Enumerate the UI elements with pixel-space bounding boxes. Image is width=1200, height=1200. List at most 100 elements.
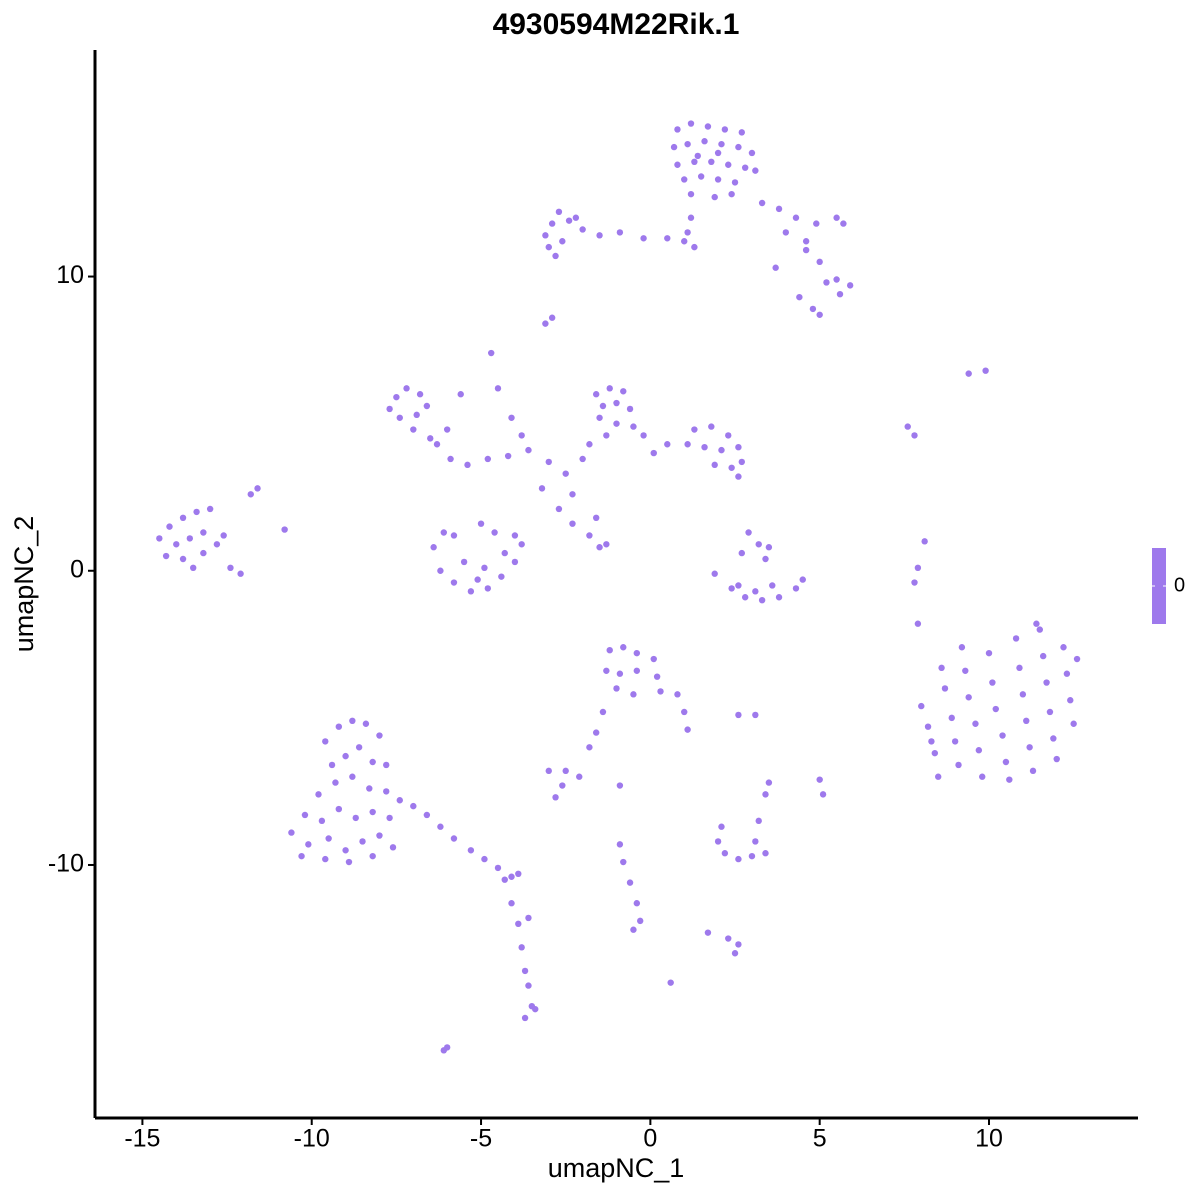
point — [718, 823, 725, 830]
point — [515, 920, 522, 928]
point — [792, 585, 800, 592]
point — [464, 461, 471, 469]
point — [592, 729, 600, 736]
point — [816, 311, 823, 318]
point — [640, 235, 647, 242]
point — [948, 714, 955, 722]
point — [758, 596, 766, 604]
point — [992, 705, 999, 713]
point — [711, 193, 718, 201]
point — [630, 423, 637, 430]
point — [596, 414, 603, 421]
point — [1006, 776, 1013, 783]
point — [288, 829, 295, 836]
point — [342, 847, 349, 854]
point — [396, 414, 403, 421]
point — [552, 794, 559, 801]
point — [586, 532, 593, 539]
point — [809, 305, 817, 313]
x-tick-label: -10 — [294, 1125, 330, 1153]
point — [545, 458, 552, 466]
point — [1053, 755, 1060, 763]
point — [725, 935, 732, 942]
point — [349, 773, 356, 780]
point — [681, 238, 688, 245]
point — [318, 817, 326, 825]
point — [413, 411, 420, 419]
point — [606, 646, 613, 654]
point — [640, 432, 647, 439]
point — [725, 432, 732, 439]
point — [633, 900, 641, 907]
colorbar-label: 0 — [1174, 574, 1185, 596]
point — [494, 864, 502, 872]
point — [728, 190, 735, 198]
point — [711, 570, 718, 577]
x-tick-label: 5 — [813, 1125, 827, 1153]
point — [762, 791, 769, 798]
point — [555, 208, 563, 216]
point — [816, 258, 823, 266]
point — [714, 838, 722, 845]
point — [179, 555, 187, 563]
point — [565, 217, 573, 224]
point — [657, 688, 664, 695]
point — [769, 582, 776, 589]
point — [982, 367, 989, 374]
point — [792, 214, 800, 221]
point — [694, 152, 701, 160]
point — [389, 844, 397, 851]
point — [403, 385, 410, 392]
point — [772, 264, 779, 271]
point — [735, 473, 742, 480]
point — [467, 588, 475, 595]
point — [579, 226, 586, 233]
point — [179, 514, 187, 522]
point — [484, 455, 492, 463]
point — [548, 220, 556, 227]
point — [599, 708, 607, 716]
point — [1033, 620, 1040, 627]
point — [579, 455, 586, 463]
point — [511, 558, 519, 566]
point — [562, 767, 569, 775]
point — [1016, 664, 1023, 672]
point — [162, 552, 170, 560]
point — [684, 441, 691, 448]
point — [620, 388, 627, 395]
point — [559, 238, 566, 245]
point — [911, 579, 918, 586]
point — [816, 776, 823, 783]
point — [603, 667, 610, 674]
point — [846, 282, 854, 289]
point — [305, 841, 312, 848]
point — [213, 541, 221, 548]
point — [701, 138, 708, 145]
point — [501, 549, 508, 557]
x-tick-label: -5 — [470, 1125, 492, 1153]
point — [653, 673, 661, 680]
point — [555, 505, 563, 513]
point — [508, 414, 515, 421]
point — [928, 738, 935, 745]
point — [186, 535, 194, 542]
y-tick-label: 0 — [70, 555, 84, 583]
point — [681, 176, 688, 183]
point — [552, 252, 559, 260]
point — [796, 293, 803, 301]
point — [190, 564, 197, 572]
point — [156, 535, 163, 542]
point — [633, 667, 641, 674]
point — [735, 143, 742, 151]
point — [562, 470, 569, 477]
point — [718, 140, 725, 148]
point — [758, 199, 766, 207]
point — [423, 402, 431, 410]
point — [979, 773, 986, 780]
point — [620, 644, 627, 651]
point — [474, 576, 481, 583]
point — [958, 644, 966, 651]
point — [376, 832, 383, 839]
point — [572, 214, 580, 221]
point — [738, 458, 745, 466]
